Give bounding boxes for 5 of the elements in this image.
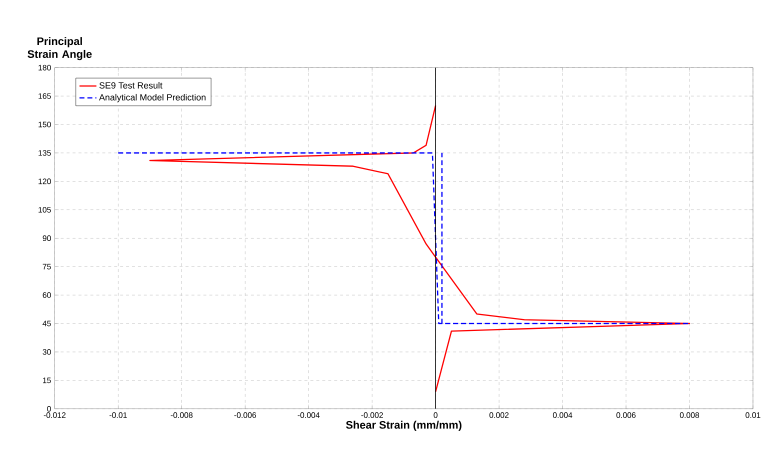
line-series bbox=[149, 105, 690, 393]
x-axis-title: Shear Strain (mm/mm) bbox=[346, 420, 462, 432]
legend-label: Analytical Model Prediction bbox=[99, 94, 206, 102]
y-axis-title: Principal Strain Angle bbox=[28, 37, 92, 60]
legend-label: SE9 Test Result bbox=[99, 82, 162, 89]
